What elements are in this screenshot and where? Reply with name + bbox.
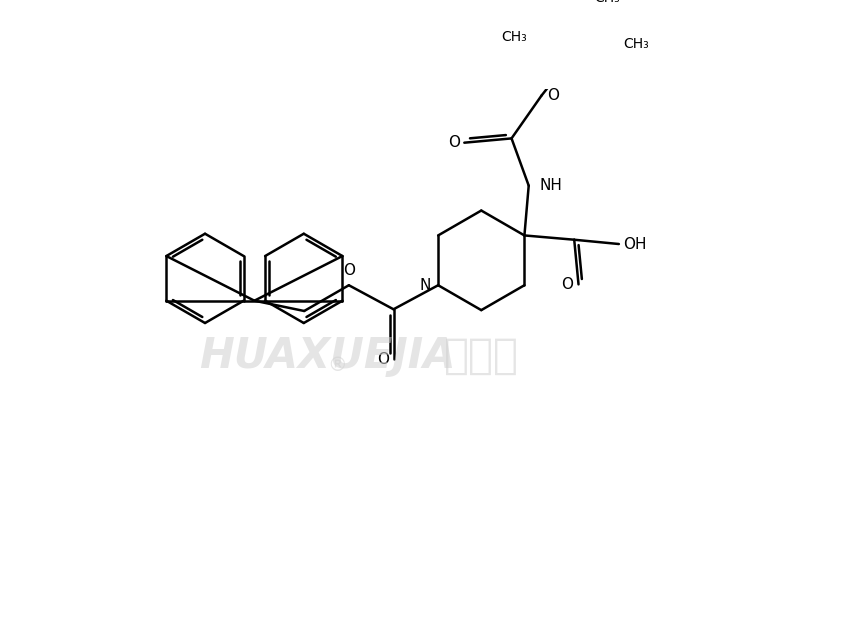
- Text: NH: NH: [539, 178, 562, 193]
- Text: O: O: [548, 88, 560, 103]
- Text: O: O: [562, 277, 574, 292]
- Text: N: N: [420, 278, 431, 292]
- Text: 化学加: 化学加: [444, 335, 519, 377]
- Text: CH₃: CH₃: [594, 0, 620, 5]
- Text: CH₃: CH₃: [624, 37, 649, 51]
- Text: OH: OH: [624, 237, 647, 251]
- Text: O: O: [448, 135, 460, 150]
- Text: CH₃: CH₃: [501, 30, 527, 44]
- Text: HUAXUEJIA: HUAXUEJIA: [199, 335, 455, 377]
- Text: ®: ®: [327, 356, 347, 375]
- Text: O: O: [343, 263, 355, 277]
- Text: O: O: [378, 351, 390, 367]
